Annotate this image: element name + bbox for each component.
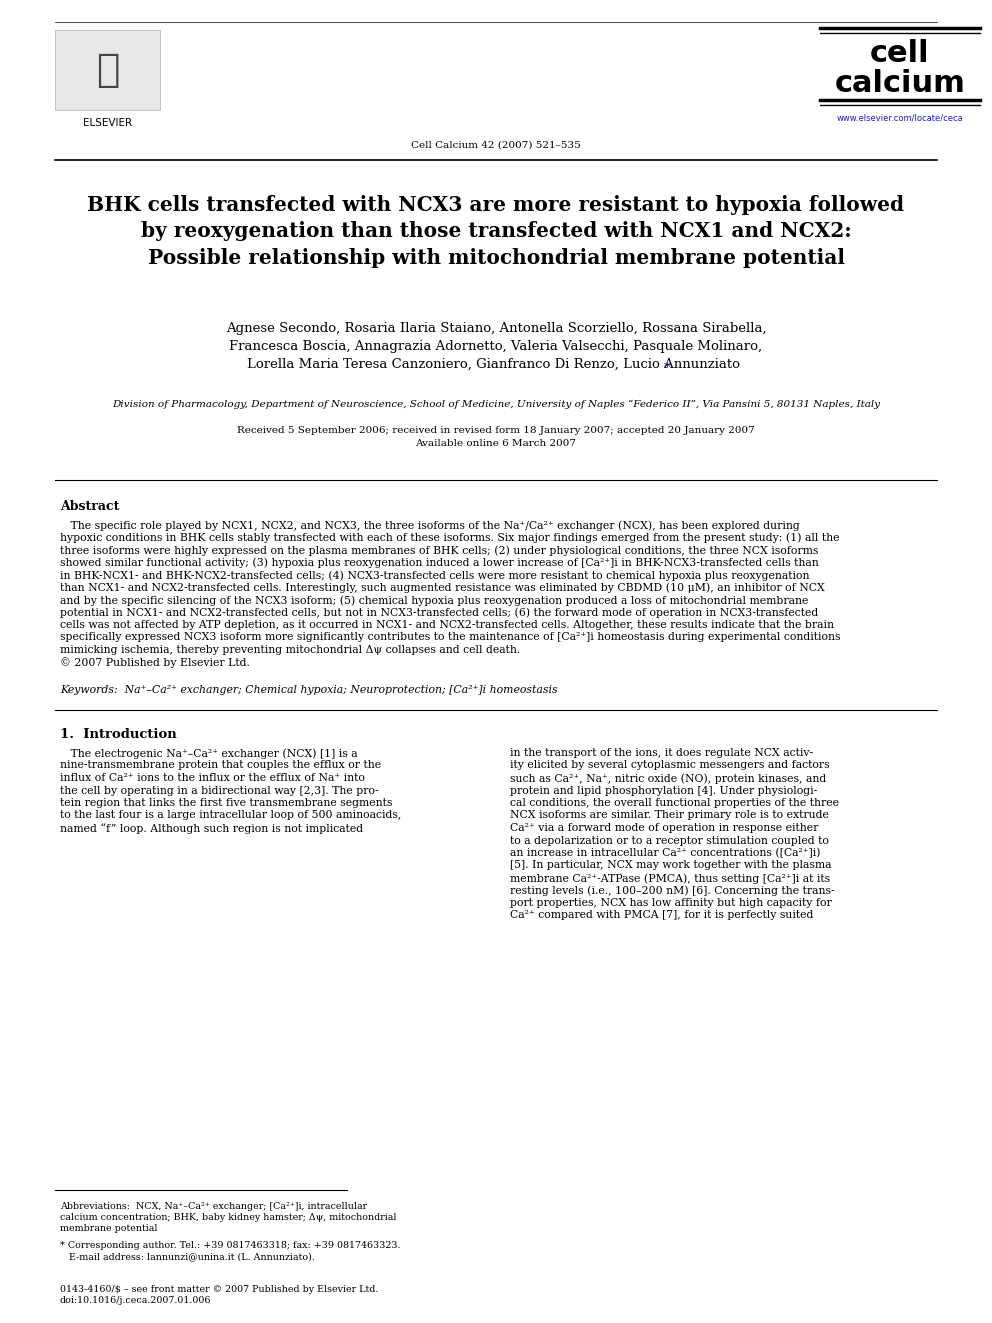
Text: such as Ca²⁺, Na⁺, nitric oxide (NO), protein kinases, and: such as Ca²⁺, Na⁺, nitric oxide (NO), pr… — [510, 773, 826, 783]
Text: protein and lipid phosphorylation [4]. Under physiologi-: protein and lipid phosphorylation [4]. U… — [510, 786, 817, 795]
Text: Keywords:  Na⁺–Ca²⁺ exchanger; Chemical hypoxia; Neuroprotection; [Ca²⁺]i homeos: Keywords: Na⁺–Ca²⁺ exchanger; Chemical h… — [60, 685, 558, 695]
Text: 🌳: 🌳 — [96, 52, 119, 89]
Text: influx of Ca²⁺ ions to the influx or the efflux of Na⁺ into: influx of Ca²⁺ ions to the influx or the… — [60, 773, 365, 783]
Text: The specific role played by NCX1, NCX2, and NCX3, the three isoforms of the Na⁺/: The specific role played by NCX1, NCX2, … — [60, 520, 800, 531]
Text: hypoxic conditions in BHK cells stably transfected with each of these isoforms. : hypoxic conditions in BHK cells stably t… — [60, 532, 839, 542]
Text: calcium concentration; BHK, baby kidney hamster; Δψ, mitochondrial: calcium concentration; BHK, baby kidney … — [60, 1213, 397, 1222]
Text: Abstract: Abstract — [60, 500, 119, 513]
Text: 0143-4160/$ – see front matter © 2007 Published by Elsevier Ltd.: 0143-4160/$ – see front matter © 2007 Pu… — [60, 1285, 378, 1294]
Text: BHK cells transfected with NCX3 are more resistant to hypoxia followed
by reoxyg: BHK cells transfected with NCX3 are more… — [87, 194, 905, 267]
Text: resting levels (i.e., 100–200 nM) [6]. Concerning the trans-: resting levels (i.e., 100–200 nM) [6]. C… — [510, 885, 834, 896]
Text: to the last four is a large intracellular loop of 500 aminoacids,: to the last four is a large intracellula… — [60, 811, 402, 820]
Text: named “f” loop. Although such region is not implicated: named “f” loop. Although such region is … — [60, 823, 363, 833]
Text: port properties, NCX has low affinity but high capacity for: port properties, NCX has low affinity bu… — [510, 898, 831, 908]
Text: specifically expressed NCX3 isoform more significantly contributes to the mainte: specifically expressed NCX3 isoform more… — [60, 632, 840, 643]
Text: E-mail address: lannunzi@unina.it (L. Annunziato).: E-mail address: lannunzi@unina.it (L. An… — [60, 1252, 314, 1261]
Bar — [55, 30, 160, 110]
Text: ELSEVIER: ELSEVIER — [83, 118, 132, 128]
Text: © 2007 Published by Elsevier Ltd.: © 2007 Published by Elsevier Ltd. — [60, 658, 250, 668]
Text: ity elicited by several cytoplasmic messengers and factors: ity elicited by several cytoplasmic mess… — [510, 761, 829, 770]
Text: doi:10.1016/j.ceca.2007.01.006: doi:10.1016/j.ceca.2007.01.006 — [60, 1297, 211, 1304]
Text: membrane potential: membrane potential — [60, 1224, 158, 1233]
Text: www.elsevier.com/locate/ceca: www.elsevier.com/locate/ceca — [836, 114, 963, 123]
Text: Division of Pharmacology, Department of Neuroscience, School of Medicine, Univer: Division of Pharmacology, Department of … — [112, 400, 880, 409]
Text: Abbreviations:  NCX, Na⁺–Ca²⁺ exchanger; [Ca²⁺]i, intracellular: Abbreviations: NCX, Na⁺–Ca²⁺ exchanger; … — [60, 1203, 367, 1211]
Text: in BHK-NCX1- and BHK-NCX2-transfected cells; (4) NCX3-transfected cells were mor: in BHK-NCX1- and BHK-NCX2-transfected ce… — [60, 570, 809, 581]
Text: nine-transmembrane protein that couples the efflux or the: nine-transmembrane protein that couples … — [60, 761, 381, 770]
Text: tein region that links the first five transmembrane segments: tein region that links the first five tr… — [60, 798, 393, 808]
Text: in the transport of the ions, it does regulate NCX activ-: in the transport of the ions, it does re… — [510, 747, 813, 758]
Text: cal conditions, the overall functional properties of the three: cal conditions, the overall functional p… — [510, 798, 839, 808]
Text: The electrogenic Na⁺–Ca²⁺ exchanger (NCX) [1] is a: The electrogenic Na⁺–Ca²⁺ exchanger (NCX… — [60, 747, 358, 758]
Text: Received 5 September 2006; received in revised form 18 January 2007; accepted 20: Received 5 September 2006; received in r… — [237, 426, 755, 447]
Text: and by the specific silencing of the NCX3 isoform; (5) chemical hypoxia plus reo: and by the specific silencing of the NCX… — [60, 595, 808, 606]
Text: showed similar functional activity; (3) hypoxia plus reoxygenation induced a low: showed similar functional activity; (3) … — [60, 557, 818, 568]
Text: [5]. In particular, NCX may work together with the plasma: [5]. In particular, NCX may work togethe… — [510, 860, 831, 871]
Text: cell: cell — [870, 38, 930, 67]
Text: to a depolarization or to a receptor stimulation coupled to: to a depolarization or to a receptor sti… — [510, 836, 829, 845]
Text: 1.  Introduction: 1. Introduction — [60, 728, 177, 741]
Text: than NCX1- and NCX2-transfected cells. Interestingly, such augmented resistance : than NCX1- and NCX2-transfected cells. I… — [60, 582, 824, 593]
Text: mimicking ischemia, thereby preventing mitochondrial Δψ collapses and cell death: mimicking ischemia, thereby preventing m… — [60, 646, 520, 655]
Text: calcium: calcium — [834, 69, 965, 98]
Text: cells was not affected by ATP depletion, as it occurred in NCX1- and NCX2-transf: cells was not affected by ATP depletion,… — [60, 620, 834, 630]
Text: NCX isoforms are similar. Their primary role is to extrude: NCX isoforms are similar. Their primary … — [510, 811, 829, 820]
Text: potential in NCX1- and NCX2-transfected cells, but not in NCX3-transfected cells: potential in NCX1- and NCX2-transfected … — [60, 607, 818, 618]
Text: membrane Ca²⁺-ATPase (PMCA), thus setting [Ca²⁺]i at its: membrane Ca²⁺-ATPase (PMCA), thus settin… — [510, 873, 830, 884]
Text: Cell Calcium 42 (2007) 521–535: Cell Calcium 42 (2007) 521–535 — [411, 140, 581, 149]
Text: the cell by operating in a bidirectional way [2,3]. The pro-: the cell by operating in a bidirectional… — [60, 786, 379, 795]
Text: Ca²⁺ compared with PMCA [7], for it is perfectly suited: Ca²⁺ compared with PMCA [7], for it is p… — [510, 910, 813, 921]
Text: * Corresponding author. Tel.: +39 0817463318; fax: +39 0817463323.: * Corresponding author. Tel.: +39 081746… — [60, 1241, 401, 1250]
Text: an increase in intracellular Ca²⁺ concentrations ([Ca²⁺]i): an increase in intracellular Ca²⁺ concen… — [510, 848, 820, 859]
Text: Ca²⁺ via a forward mode of operation in response either: Ca²⁺ via a forward mode of operation in … — [510, 823, 818, 833]
Text: three isoforms were highly expressed on the plasma membranes of BHK cells; (2) u: three isoforms were highly expressed on … — [60, 545, 818, 556]
Text: Agnese Secondo, Rosaria Ilaria Staiano, Antonella Scorziello, Rossana Sirabella,: Agnese Secondo, Rosaria Ilaria Staiano, … — [226, 321, 766, 370]
Text: *: * — [664, 363, 671, 374]
